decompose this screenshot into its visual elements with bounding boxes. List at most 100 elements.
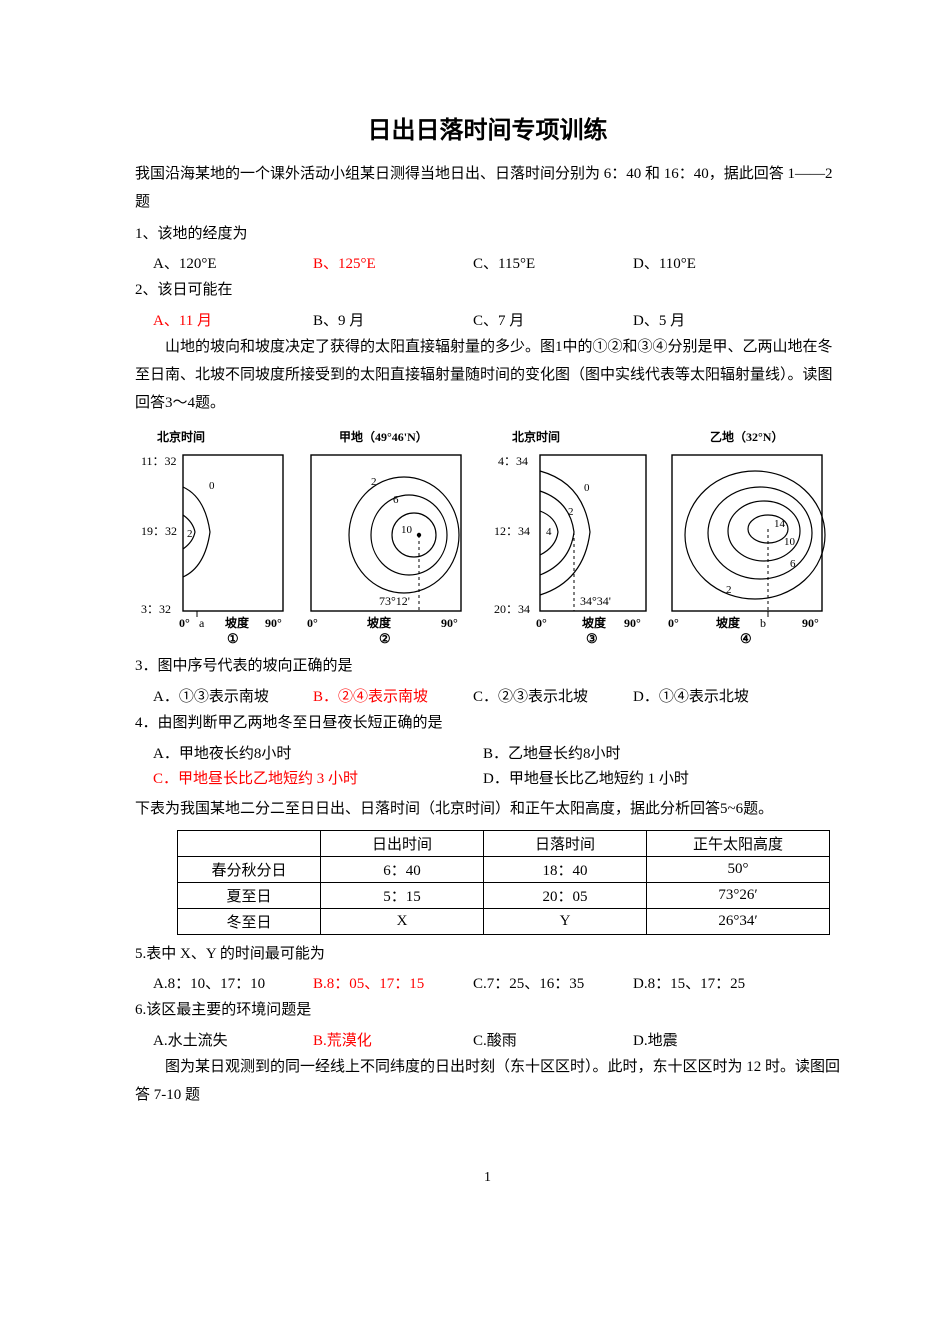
q2-options: A、11 月 B、9 月 C、7 月 D、5 月 <box>135 309 840 330</box>
q4-opt-d: D．甲地昼长比乙地短约 1 小时 <box>483 767 813 788</box>
c4-l6: 6 <box>790 558 796 570</box>
c4-xb: b <box>760 616 766 630</box>
c1-label-0: 0 <box>209 480 215 492</box>
c4-x0: 0° <box>668 616 679 630</box>
table-row-winter: 冬至日 X Y 26°34′ <box>178 908 830 934</box>
question-1: 1、该地的经度为 <box>135 221 840 249</box>
q5-opt-d: D.8：15、17：25 <box>633 972 793 993</box>
q4-opt-b: B．乙地昼长约8小时 <box>483 742 813 763</box>
c4-num: ④ <box>740 631 752 646</box>
c2-frame <box>311 455 461 611</box>
c3-angle: 34°34' <box>580 594 611 608</box>
q1-opt-a: A、120°E <box>135 252 303 273</box>
c4-xmid: 坡度 <box>716 615 741 630</box>
q4-opt-a: A．甲地夜长约8小时 <box>153 742 483 763</box>
c4-c2 <box>685 471 825 599</box>
question-2: 2、该日可能在 <box>135 277 840 305</box>
r1c3: 18：40 <box>484 856 647 882</box>
question-3: 3．图中序号代表的坡向正确的是 <box>135 653 840 681</box>
c2-l2: 2 <box>371 476 377 488</box>
c2-num: ② <box>379 631 391 646</box>
c1-xa: a <box>199 616 205 630</box>
c3-num: ③ <box>586 631 598 646</box>
c2-l6: 6 <box>393 494 399 506</box>
c1-t3: 3：32 <box>141 602 171 616</box>
c4-x90: 90° <box>802 616 819 630</box>
r3c4: 26°34′ <box>647 908 830 934</box>
q5-opt-a: A.8：10、17：10 <box>153 972 313 993</box>
c3-x90: 90° <box>624 616 641 630</box>
r1c1: 春分秋分日 <box>178 856 321 882</box>
r3c2: X <box>321 908 484 934</box>
intro-3: 下表为我国某地二分二至日日出、日落时间（北京时间）和正午太阳高度，据此分析回答5… <box>135 796 840 824</box>
q6-opt-b: B.荒漠化 <box>313 1029 473 1050</box>
q5-options: A.8：10、17：10 B.8：05、17：15 C.7：25、16：35 D… <box>153 972 840 993</box>
chart-3: 北京时间 4：34 12：34 20：34 0 2 4 34°34' 0° 坡度… <box>488 427 652 647</box>
intro-1: 我国沿海某地的一个课外活动小组某日测得当地日出、日落时间分别为 6：40 和 1… <box>135 161 840 217</box>
th-sunrise: 日出时间 <box>321 830 484 856</box>
chart-4: 乙地（32°N） 14 10 6 2 0° 坡度 b 90° ④ <box>660 427 841 647</box>
c2-l10: 10 <box>401 524 413 536</box>
q3-opt-a: A．①③表示南坡 <box>153 685 313 706</box>
c3-xmid: 坡度 <box>582 615 607 630</box>
worksheet-page: 日出日落时间专项训练 我国沿海某地的一个课外活动小组某日测得当地日出、日落时间分… <box>0 0 945 1226</box>
c2-angle: 73°12' <box>379 594 410 608</box>
table-row-summer: 夏至日 5：15 20：05 73°26′ <box>178 882 830 908</box>
page-title: 日出日落时间专项训练 <box>135 110 840 145</box>
c2-c10 <box>392 513 436 557</box>
c2-xmid: 坡度 <box>367 615 392 630</box>
r3c1: 冬至日 <box>178 908 321 934</box>
c4-c10 <box>728 501 800 561</box>
intro-2: 山地的坡向和坡度决定了获得的太阳直接辐射量的多少。图1中的①②和③④分别是甲、乙… <box>135 334 840 417</box>
r1c4: 50° <box>647 856 830 882</box>
th-sunset: 日落时间 <box>484 830 647 856</box>
q3-opt-c: C．②③表示北坡 <box>473 685 633 706</box>
q3-options: A．①③表示南坡 B．②④表示南坡 C．②③表示北坡 D．①④表示北坡 <box>153 685 840 706</box>
chart-1: 北京时间 11：32 19：32 3：32 0 2 0° a 坡度 90° ① <box>135 427 291 647</box>
charts-row: 北京时间 11：32 19：32 3：32 0 2 0° a 坡度 90° ① … <box>135 427 840 647</box>
r2c3: 20：05 <box>484 882 647 908</box>
c3-t2: 12：34 <box>494 524 530 538</box>
c3-left-label: 北京时间 <box>512 429 560 444</box>
intro-4: 图为某日观测到的同一经线上不同纬度的日出时刻（东十区区时）。此时，东十区区时为 … <box>135 1054 840 1110</box>
question-6: 6.该区最主要的环境问题是 <box>135 997 840 1025</box>
c1-t1: 11：32 <box>141 454 177 468</box>
c1-label-2: 2 <box>187 528 193 540</box>
c1-x90: 90° <box>265 616 282 630</box>
q1-opt-d: D、110°E <box>633 252 783 273</box>
q6-opt-d: D.地震 <box>633 1029 793 1050</box>
c3-x0: 0° <box>536 616 547 630</box>
c3-l4: 4 <box>546 526 552 538</box>
c1-xmid: 坡度 <box>225 615 250 630</box>
sunrise-sunset-table: 日出时间 日落时间 正午太阳高度 春分秋分日 6：40 18：40 50° 夏至… <box>177 830 830 935</box>
q3-opt-d: D．①④表示北坡 <box>633 685 793 706</box>
c1-frame <box>183 455 283 611</box>
c3-t1: 4：34 <box>498 454 528 468</box>
q3-opt-b: B．②④表示南坡 <box>313 685 473 706</box>
c2-x90: 90° <box>441 616 458 630</box>
r2c1: 夏至日 <box>178 882 321 908</box>
c3-l0: 0 <box>584 482 590 494</box>
c4-l10: 10 <box>784 536 796 548</box>
q2-opt-b: B、9 月 <box>313 309 463 330</box>
chart-2: 甲地（49°46'N） 2 6 10 73°12' 0° 坡度 90° ② <box>299 427 480 647</box>
c3-t3: 20：34 <box>494 602 530 616</box>
r3c3: Y <box>484 908 647 934</box>
c2-x0: 0° <box>307 616 318 630</box>
c1-num: ① <box>227 631 239 646</box>
r1c2: 6：40 <box>321 856 484 882</box>
question-4: 4．由图判断甲乙两地冬至日昼夜长短正确的是 <box>135 710 840 738</box>
q1-opt-b: B、125°E <box>313 252 463 273</box>
q5-opt-c: C.7：25、16：35 <box>473 972 633 993</box>
th-blank <box>178 830 321 856</box>
q6-options: A.水土流失 B.荒漠化 C.酸雨 D.地震 <box>153 1029 840 1050</box>
th-noon-alt: 正午太阳高度 <box>647 830 830 856</box>
table-header-row: 日出时间 日落时间 正午太阳高度 <box>178 830 830 856</box>
page-number: 1 <box>135 1170 840 1186</box>
table-row-equinox: 春分秋分日 6：40 18：40 50° <box>178 856 830 882</box>
q4-opt-c: C．甲地昼长比乙地短约 3 小时 <box>153 767 483 788</box>
q1-options: A、120°E B、125°E C、115°E D、110°E <box>135 252 840 273</box>
c2-right-label: 甲地（49°46'N） <box>339 429 428 444</box>
c4-l2: 2 <box>726 584 732 596</box>
q6-opt-a: A.水土流失 <box>153 1029 313 1050</box>
